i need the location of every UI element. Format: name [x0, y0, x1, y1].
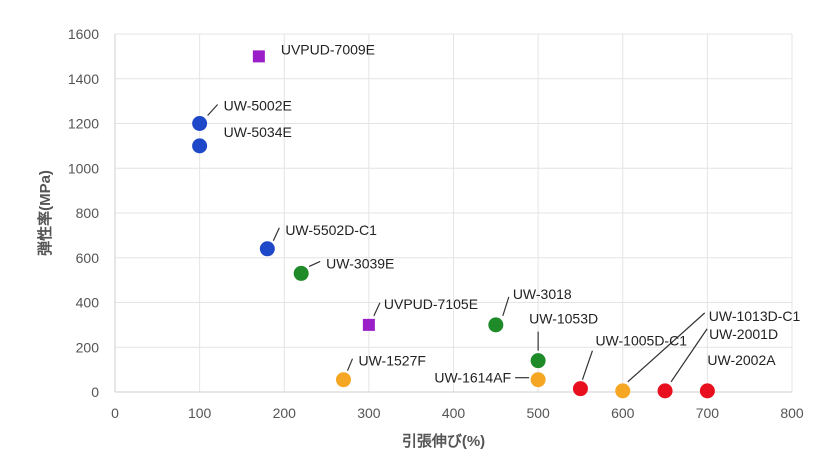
- leader-uw-5502d-c1: [272, 227, 280, 242]
- point-uw-1005d-c1: [572, 381, 588, 397]
- point-uw-1053d: [530, 353, 546, 369]
- leader-uw-3039e: [308, 260, 321, 267]
- label-uw-1005d-c1: UW-1005D-C1: [595, 333, 687, 349]
- x-tick-label: 800: [780, 405, 804, 421]
- label-uw-3018: UW-3018: [513, 286, 572, 302]
- x-tick-label: 100: [188, 405, 212, 421]
- label-uw-5502d-c1: UW-5502D-C1: [285, 222, 377, 238]
- gridlines: [115, 33, 793, 392]
- axes: [114, 34, 792, 393]
- point-uvpud-7009e: [252, 50, 265, 63]
- point-uw-3039e: [293, 265, 309, 281]
- data-points: [192, 50, 715, 399]
- y-tick-label: 400: [76, 295, 100, 311]
- y-tick-label: 600: [76, 250, 100, 266]
- label-uw-1053d: UW-1053D: [529, 311, 598, 327]
- y-tick-label: 800: [76, 205, 100, 221]
- label-uw-5034e: UW-5034E: [224, 124, 292, 140]
- leader-uw-5002e: [207, 104, 219, 116]
- label-uw-2001d: UW-2001D: [709, 326, 778, 342]
- y-tick-label: 1600: [68, 26, 99, 42]
- point-labels: UVPUD-7009E UW-5002E UW-5034E UW-5502D-C1 UW…: [224, 41, 801, 385]
- point-uvpud-7105e: [362, 318, 375, 331]
- x-tick-label: 700: [696, 405, 720, 421]
- point-uw-2001d: [657, 383, 673, 399]
- y-tick-label: 1400: [68, 71, 99, 87]
- y-axis-title: 弾性率(MPa): [36, 170, 54, 256]
- y-tick-label: 0: [91, 384, 99, 400]
- y-tick-label: 1200: [68, 116, 99, 132]
- leader-uw-2001d: [670, 328, 708, 383]
- x-tick-label: 0: [111, 405, 119, 421]
- x-tick-label: 400: [442, 405, 466, 421]
- point-uw-1013d-c1: [615, 383, 631, 399]
- point-uw-3018: [488, 317, 504, 333]
- label-uw-1013d-c1: UW-1013D-C1: [709, 308, 801, 324]
- leader-uvpud-7105e: [373, 302, 381, 317]
- tick-labels: 0 200 400 600 800 1000 1200 1400 1600 0 100 200 300 4…: [68, 26, 804, 421]
- leader-uw-3018: [502, 296, 510, 317]
- label-uw-3039e: UW-3039E: [326, 255, 394, 271]
- leader-uw-1005d-c1: [581, 350, 594, 380]
- label-uw-2002a: UW-2002A: [707, 352, 776, 368]
- label-uw-1614af: UW-1614AF: [434, 370, 511, 386]
- point-uw-5034e: [192, 138, 208, 154]
- label-uvpud-7009e: UVPUD-7009E: [281, 41, 375, 57]
- x-tick-label: 200: [273, 405, 297, 421]
- x-tick-label: 300: [357, 405, 381, 421]
- point-uw-5502d-c1: [259, 241, 275, 257]
- y-tick-label: 200: [76, 339, 100, 355]
- label-uw-1527f: UW-1527F: [358, 353, 425, 369]
- x-tick-label: 500: [526, 405, 550, 421]
- point-uw-1614af: [530, 372, 546, 388]
- x-axis-title: 引張伸び(%): [402, 432, 485, 450]
- point-uw-2002a: [699, 383, 715, 399]
- point-uw-5002e: [192, 116, 208, 131]
- label-uw-5002e: UW-5002E: [224, 98, 292, 114]
- leader-uw-1013d-c1: [627, 312, 706, 383]
- leader-uw-1527f: [346, 358, 354, 371]
- leader-lines: [207, 104, 708, 383]
- point-uw-1527f: [335, 372, 351, 388]
- y-tick-label: 1000: [68, 160, 99, 176]
- label-uvpud-7105e: UVPUD-7105E: [384, 296, 478, 312]
- x-tick-label: 600: [611, 405, 635, 421]
